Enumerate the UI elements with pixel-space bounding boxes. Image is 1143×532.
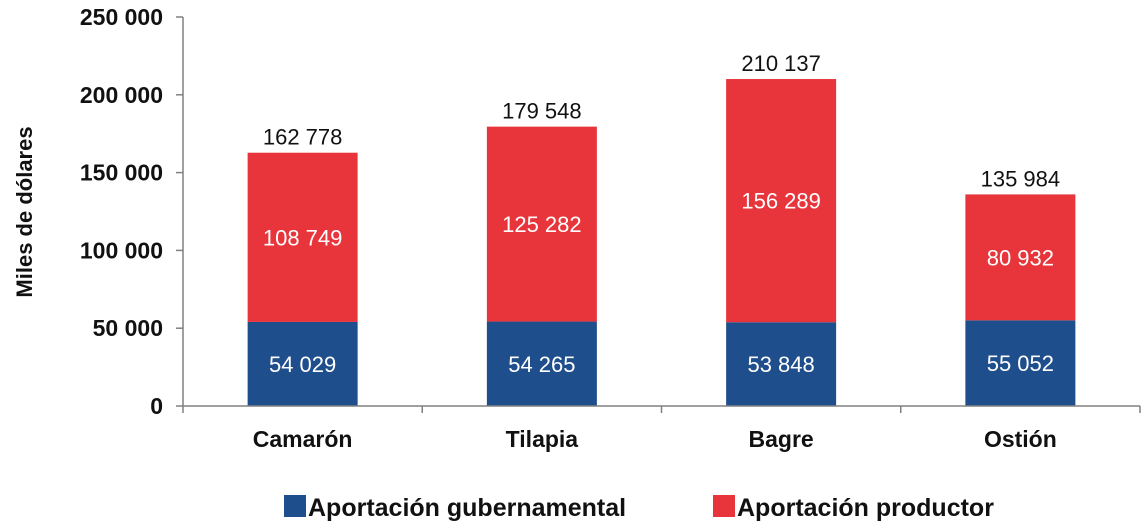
y-tick-label: 0	[150, 393, 163, 419]
legend-swatch-productor	[713, 495, 735, 517]
legend: Aportación gubernamental Aportación prod…	[284, 494, 994, 522]
bar-productor	[726, 79, 837, 323]
total-label: 179 548	[502, 99, 582, 124]
data-label-productor: 125 282	[502, 212, 582, 237]
data-labels: 54 029 108 749 162 778 54 265 125 282 179 548…	[263, 51, 1060, 377]
data-label-productor: 156 289	[741, 189, 821, 214]
legend-label-productor: Aportación productor	[737, 494, 994, 522]
data-label-gubernamental: 54 029	[269, 352, 336, 377]
category-label: Camarón	[253, 426, 353, 452]
bar-productor	[247, 152, 358, 322]
y-tick-label: 150 000	[80, 160, 163, 186]
category-label: Tilapia	[506, 426, 579, 452]
y-axis-ticks: 0 50 000 100 000 150 000 200 000 250 000	[80, 4, 183, 419]
category-label: Ostión	[984, 426, 1057, 452]
bar-productor	[965, 194, 1076, 321]
y-tick-label: 250 000	[80, 4, 163, 30]
total-label: 162 778	[263, 125, 343, 150]
bars	[247, 79, 1076, 406]
x-axis-ticks	[182, 406, 1141, 413]
total-label: 135 984	[981, 166, 1061, 191]
bar-productor	[486, 126, 597, 322]
data-label-productor: 108 749	[263, 225, 343, 250]
y-axis-title: Miles de dólares	[12, 126, 37, 297]
y-tick-label: 50 000	[93, 315, 163, 341]
legend-label-gubernamental: Aportación gubernamental	[308, 494, 626, 522]
data-label-productor: 80 932	[987, 245, 1054, 270]
bar-gubernamental	[486, 321, 597, 406]
category-label: Bagre	[749, 426, 814, 452]
total-label: 210 137	[741, 51, 821, 76]
data-label-gubernamental: 54 265	[508, 352, 575, 377]
data-label-gubernamental: 55 052	[987, 351, 1054, 376]
y-tick-label: 200 000	[80, 82, 163, 108]
data-label-gubernamental: 53 848	[747, 352, 814, 377]
bar-gubernamental	[247, 321, 358, 406]
y-tick-label: 100 000	[80, 237, 163, 263]
legend-swatch-gubernamental	[284, 495, 306, 517]
bar-gubernamental	[726, 322, 837, 406]
bar-gubernamental	[965, 320, 1076, 406]
x-axis-categories: Camarón Tilapia Bagre Ostión	[253, 426, 1057, 452]
